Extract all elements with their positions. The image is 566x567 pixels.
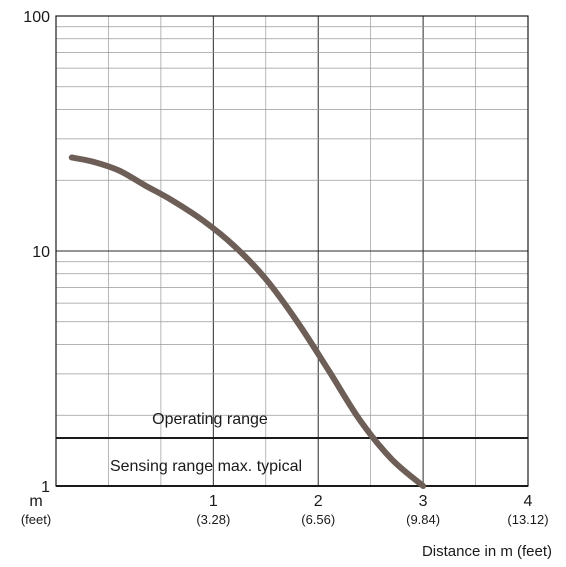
- operating-range-label: Operating range: [152, 411, 268, 428]
- sensing-range-label: Sensing range max. typical: [110, 458, 302, 475]
- x-tick-label: 3: [419, 493, 428, 510]
- label-layer: 110100m(feet)1(3.28)2(6.56)3(9.84)4(13.1…: [21, 9, 552, 560]
- x-tick-sublabel: (6.56): [301, 512, 335, 527]
- x-tick-sublabel: (13.12): [507, 512, 548, 527]
- x-tick-sublabel: (3.28): [196, 512, 230, 527]
- x-axis-title: Distance in m (feet): [422, 543, 552, 560]
- x-tick-label: 1: [209, 493, 218, 510]
- y-tick-label: 100: [23, 9, 50, 26]
- x-tick-label: 2: [314, 493, 323, 510]
- grid-layer: [56, 16, 528, 486]
- x-tick-label: 4: [524, 493, 533, 510]
- x-tick-sublabel: (9.84): [406, 512, 440, 527]
- x-tick-label: m: [29, 493, 42, 510]
- y-tick-label: 10: [32, 244, 50, 261]
- x-tick-sublabel: (feet): [21, 512, 51, 527]
